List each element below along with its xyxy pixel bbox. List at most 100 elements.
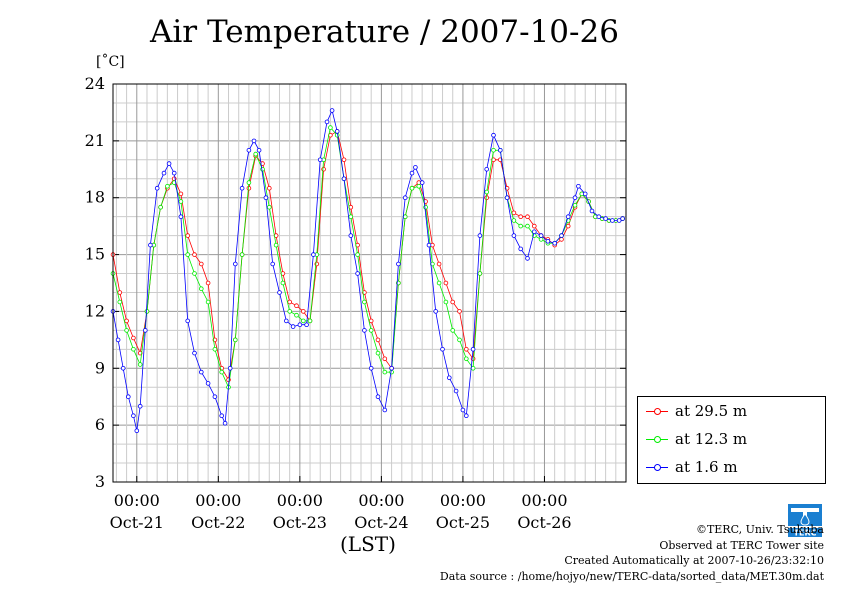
data-point	[233, 337, 238, 343]
data-point	[355, 252, 360, 257]
data-point	[460, 407, 466, 413]
data-point	[484, 189, 490, 195]
y-tick-label: 6	[95, 415, 105, 434]
data-point	[273, 242, 279, 248]
data-point	[525, 223, 530, 229]
data-point	[355, 271, 360, 276]
data-point	[126, 394, 131, 400]
data-point	[375, 350, 381, 356]
data-point	[161, 170, 167, 176]
data-point	[457, 309, 462, 314]
data-point	[565, 214, 571, 220]
data-point	[620, 216, 625, 221]
y-tick-label: 12	[85, 301, 105, 320]
data-point	[470, 346, 476, 352]
data-point	[311, 252, 316, 257]
data-point	[205, 381, 211, 386]
data-point	[538, 233, 544, 238]
data-point	[433, 309, 439, 314]
x-date-label: Oct-21	[110, 513, 164, 532]
data-point	[154, 185, 160, 191]
data-point	[131, 413, 136, 419]
data-point	[362, 328, 367, 333]
data-point	[382, 407, 388, 413]
y-axis-unit: [˚C]	[96, 54, 125, 70]
data-point	[117, 290, 123, 295]
data-point	[317, 157, 323, 163]
data-point	[538, 237, 544, 242]
data-point	[463, 346, 469, 352]
data-point	[143, 328, 148, 333]
data-point	[616, 218, 622, 223]
legend-item-29-5m: at 29.5 m	[646, 401, 747, 421]
data-point	[266, 185, 272, 191]
data-point	[430, 261, 435, 267]
data-point	[552, 240, 557, 246]
data-point	[576, 184, 581, 189]
data-point	[450, 299, 456, 305]
y-tick-label: 3	[95, 472, 105, 491]
data-point	[497, 148, 503, 153]
data-point	[171, 170, 177, 176]
y-tick-label: 15	[85, 245, 105, 264]
data-point	[402, 195, 408, 201]
data-point	[504, 195, 510, 201]
data-point	[266, 204, 272, 210]
data-point	[477, 271, 483, 276]
x-tick-time-label: 00:00	[277, 491, 323, 510]
data-point	[233, 261, 238, 267]
x-date-label: Oct-24	[354, 513, 408, 532]
data-point	[572, 203, 578, 208]
data-point	[251, 138, 257, 144]
terc-logo-text: TERC	[794, 529, 817, 538]
data-point	[185, 318, 191, 324]
data-point	[348, 233, 354, 238]
data-point	[256, 148, 262, 153]
data-point	[409, 185, 415, 191]
data-point	[287, 299, 293, 305]
data-point	[463, 413, 469, 419]
data-point	[178, 214, 184, 220]
data-point	[413, 165, 418, 170]
x-tick-time-label: 00:00	[358, 491, 404, 510]
x-tick-time-label: 00:00	[440, 491, 486, 510]
data-point	[294, 312, 299, 318]
legend-item-12-3m: at 12.3 m	[646, 429, 747, 449]
data-point	[423, 204, 428, 210]
x-tick-time-label: 00:00	[195, 491, 241, 510]
legend-label-12-3m: at 12.3 m	[675, 430, 748, 448]
data-point	[324, 119, 330, 125]
y-tick-label: 21	[85, 131, 105, 150]
data-point	[368, 318, 374, 324]
data-point	[212, 394, 218, 400]
data-point	[426, 242, 432, 248]
data-point	[222, 420, 228, 426]
data-point	[436, 280, 442, 286]
legend-label-1-6m: at 1.6 m	[675, 458, 738, 476]
data-point	[603, 216, 608, 221]
data-point	[525, 214, 530, 220]
data-point	[246, 148, 252, 153]
data-point	[545, 239, 551, 244]
data-point	[531, 229, 537, 235]
data-point	[457, 337, 462, 343]
data-point	[518, 223, 523, 229]
data-point	[531, 223, 537, 229]
credit-copyright: ©TERC, Univ. Tsukuba	[695, 523, 824, 536]
data-point	[304, 322, 309, 328]
data-point	[283, 318, 289, 324]
data-point	[477, 233, 483, 238]
data-point	[185, 233, 191, 238]
data-point	[290, 324, 296, 329]
legend-swatch-1-6m	[646, 461, 668, 473]
data-point	[246, 185, 252, 191]
y-tick-label: 18	[85, 188, 105, 207]
x-tick-time-label: 00:00	[114, 491, 160, 510]
data-point	[559, 233, 564, 238]
data-point	[300, 318, 306, 324]
data-point	[582, 191, 588, 197]
data-point	[518, 246, 523, 252]
data-point	[205, 280, 211, 286]
data-point	[148, 242, 153, 248]
data-point	[280, 280, 286, 286]
